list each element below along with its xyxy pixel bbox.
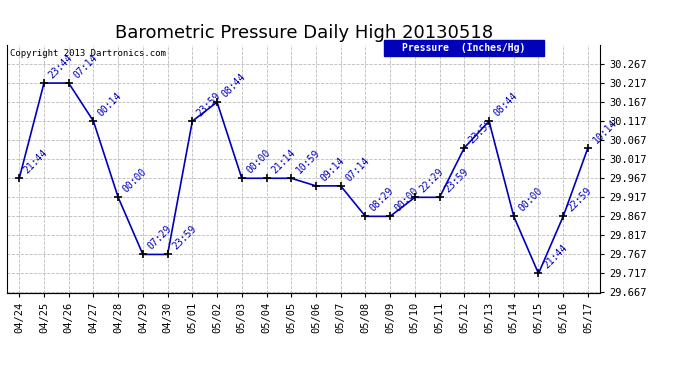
Text: Pressure  (Inches/Hg): Pressure (Inches/Hg)	[402, 43, 526, 53]
Text: 21:44: 21:44	[22, 148, 50, 176]
Text: 09:14: 09:14	[319, 155, 346, 183]
Text: 23:59: 23:59	[467, 117, 495, 145]
Text: 08:44: 08:44	[492, 90, 520, 118]
Text: 00:00: 00:00	[244, 148, 273, 176]
Text: 08:29: 08:29	[368, 186, 396, 214]
Text: 00:00: 00:00	[121, 167, 149, 195]
Text: 08:44: 08:44	[220, 72, 248, 99]
Text: 23:59: 23:59	[170, 224, 198, 252]
Text: 21:44: 21:44	[541, 243, 569, 271]
Text: 07:29: 07:29	[146, 224, 173, 252]
Text: 22:29: 22:29	[417, 167, 446, 195]
Text: 00:14: 00:14	[96, 90, 124, 118]
Text: 21:14: 21:14	[269, 148, 297, 176]
Text: 22:59: 22:59	[566, 186, 594, 214]
Text: 10:59: 10:59	[294, 148, 322, 176]
Text: 23:44: 23:44	[47, 53, 75, 80]
Text: 00:00: 00:00	[517, 186, 544, 214]
Text: 07:14: 07:14	[344, 155, 371, 183]
Text: 00:00: 00:00	[393, 186, 421, 214]
Text: Copyright 2013 Dartronics.com: Copyright 2013 Dartronics.com	[10, 49, 166, 58]
Text: 23:59: 23:59	[195, 90, 223, 118]
Title: Barometric Pressure Daily High 20130518: Barometric Pressure Daily High 20130518	[115, 24, 493, 42]
FancyBboxPatch shape	[384, 40, 544, 56]
Text: 07:14: 07:14	[72, 53, 99, 80]
Text: 10:14: 10:14	[591, 117, 618, 145]
Text: 23:59: 23:59	[442, 167, 470, 195]
